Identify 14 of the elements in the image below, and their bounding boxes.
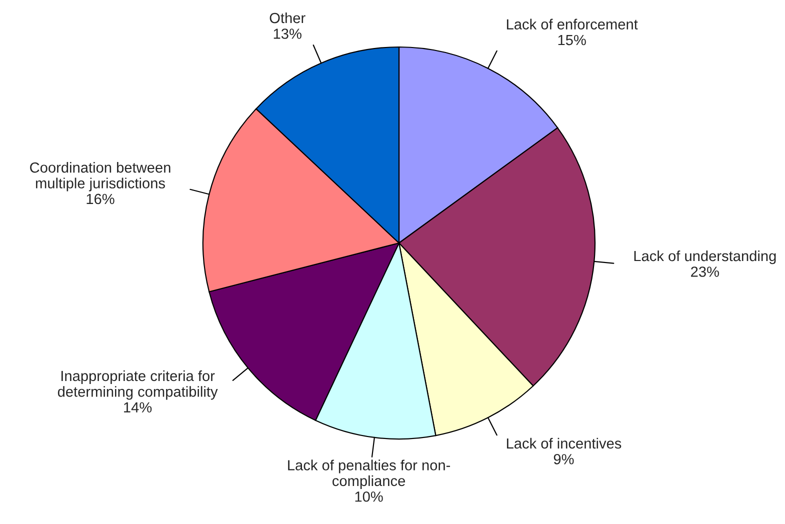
slice-label: Lack of incentives <box>506 438 622 449</box>
slice-label: Lack of enforcement <box>506 18 638 30</box>
slice-label: Inappropriate criteria for determining compatibility <box>58 370 218 400</box>
data-label: 23% <box>691 266 719 277</box>
data-label: 9% <box>554 454 574 464</box>
data-label: 10% <box>355 491 383 502</box>
legend-label: Lack of understanding <box>634 250 776 264</box>
data-label: 14% <box>124 402 152 412</box>
data-label: 13% <box>274 28 302 39</box>
slice-label: Other <box>270 12 306 24</box>
slice-label: Lack of penalties for non- compliance <box>288 460 450 489</box>
data-label: 16% <box>86 194 114 204</box>
data-label: 15% <box>558 34 586 46</box>
slice-label: Coordination between multiple jurisdictions <box>30 162 170 192</box>
